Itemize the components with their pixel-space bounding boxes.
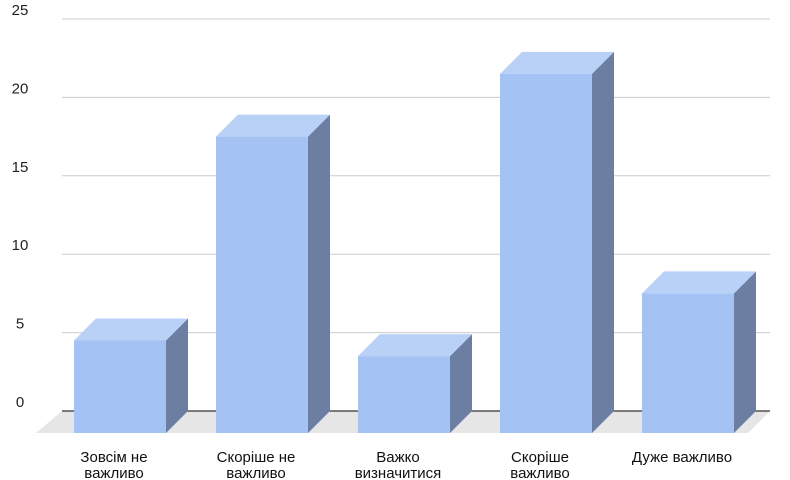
- y-tick-label: 15: [12, 159, 29, 176]
- y-tick-label: 20: [12, 80, 29, 97]
- bar-top: [358, 334, 472, 357]
- y-axis-ticks: 0 5 10 15 20 25: [12, 2, 29, 411]
- bar-side: [308, 114, 330, 433]
- x-category-label: Скоріше важливо: [510, 449, 569, 480]
- bars: [74, 51, 756, 433]
- bar: [500, 51, 614, 433]
- bar: [74, 318, 188, 433]
- bar: [642, 271, 756, 433]
- x-category-label: Зовсім не важливо: [80, 449, 147, 480]
- bar-front: [358, 356, 450, 433]
- x-axis-category-labels: Зовсім не важливо Скоріше не важливо Важко ви…: [80, 449, 732, 480]
- bar: [358, 334, 472, 433]
- bar-top: [74, 318, 188, 341]
- bar-side: [734, 271, 756, 433]
- bar-front: [500, 73, 592, 433]
- bar-top: [642, 271, 756, 294]
- y-tick-label: 10: [12, 237, 29, 254]
- x-category-label: Скоріше не важливо: [217, 449, 296, 480]
- y-tick-label: 0: [16, 394, 24, 411]
- bar-side: [450, 334, 472, 433]
- bar-side: [592, 51, 614, 433]
- bar-top: [500, 51, 614, 74]
- y-tick-label: 25: [12, 2, 29, 19]
- y-tick-label: 5: [16, 316, 24, 333]
- x-category-label: Важко визначитися: [355, 449, 442, 480]
- bar-front: [74, 340, 166, 433]
- bar: [216, 114, 330, 433]
- bar-front: [216, 136, 308, 433]
- x-category-label: Дуже важливо: [632, 449, 732, 466]
- bar-front: [642, 293, 734, 433]
- bar-side: [166, 318, 188, 433]
- bar-top: [216, 114, 330, 137]
